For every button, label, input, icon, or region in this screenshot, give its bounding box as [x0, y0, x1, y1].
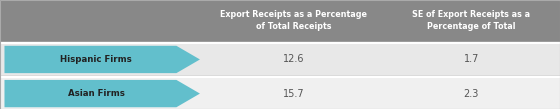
- Text: Hispanic Firms: Hispanic Firms: [60, 55, 132, 64]
- Text: 15.7: 15.7: [283, 89, 304, 99]
- Text: 12.6: 12.6: [283, 54, 304, 64]
- Text: SE of Export Receipts as a
Percentage of Total: SE of Export Receipts as a Percentage of…: [412, 10, 530, 31]
- Text: 1.7: 1.7: [464, 54, 479, 64]
- Text: 2.3: 2.3: [464, 89, 479, 99]
- Text: Export Receipts as a Percentage
of Total Receipts: Export Receipts as a Percentage of Total…: [220, 10, 367, 31]
- Bar: [0, 0, 560, 41]
- Polygon shape: [4, 46, 200, 73]
- Text: Asian Firms: Asian Firms: [68, 89, 124, 98]
- Bar: [0, 78, 560, 109]
- Bar: [0, 44, 560, 75]
- Polygon shape: [4, 80, 200, 107]
